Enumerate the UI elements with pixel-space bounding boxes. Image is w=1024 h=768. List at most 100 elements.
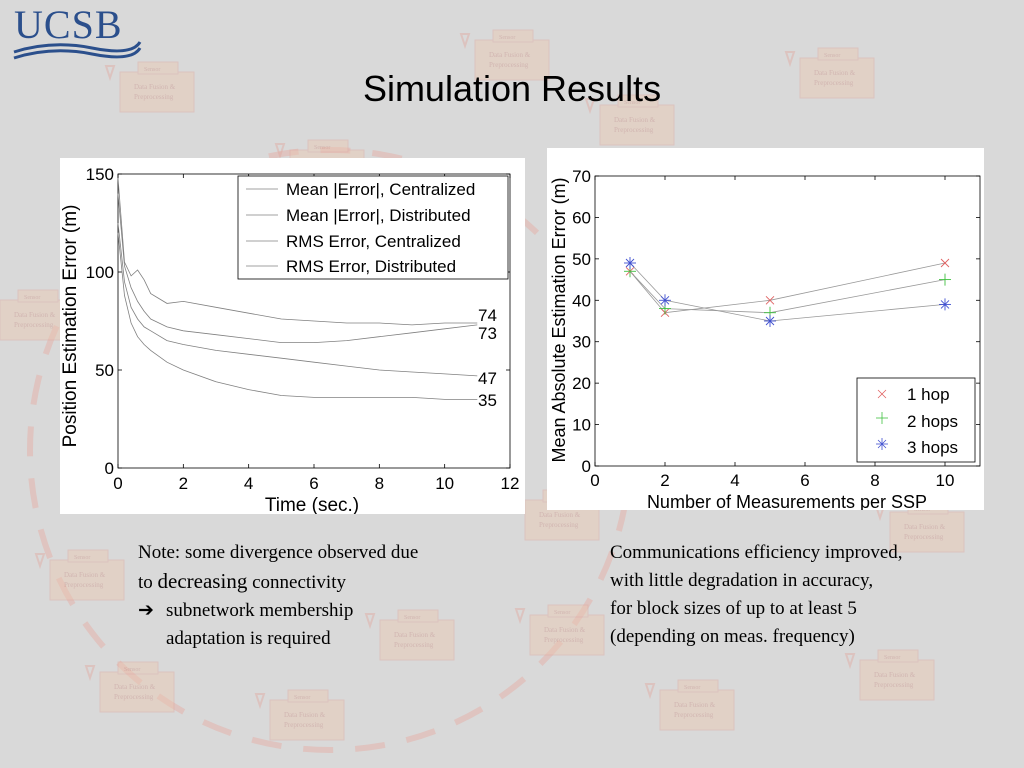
fusion-tag-label: Data Fusion & [904,523,946,531]
note-right-line1: Communications efficiency improved, [610,542,903,563]
legend-marker-3-hops [876,438,888,450]
x-tick-label: 6 [309,474,318,493]
x-tick-label: 4 [244,474,253,493]
x-tick-label: 8 [375,474,384,493]
y-tick-label: 40 [572,291,591,310]
y-tick-label: 70 [572,167,591,186]
legend-label-1-hop: 1 hop [907,385,950,404]
data-point-1-hop [765,295,775,305]
x-tick-label: 0 [590,471,599,490]
fusion-tag-label: Preprocessing [284,721,324,729]
y-tick-label: 10 [572,416,591,435]
sensor-tag-label: Sensor [144,67,160,73]
sensor-tag-icon: Sensor Data Fusion & Preprocessing [644,679,735,731]
note-left: Note: some divergence observed due to de… [138,539,518,653]
fusion-tag-label: Preprocessing [904,533,944,541]
legend-marker-1-hop [877,389,887,399]
fusion-tag-label: Preprocessing [64,581,104,589]
fusion-tag-label: Preprocessing [874,681,914,689]
y-axis-label: Position Estimation Error (m) [60,205,81,448]
sensor-tag-icon: Sensor Data Fusion & Preprocessing [364,609,455,661]
legend-label-mean-distributed: Mean |Error|, Distributed [286,206,471,225]
sensor-tag-icon: Sensor Data Fusion & Preprocessing [874,501,965,553]
fusion-tag-label: Data Fusion & [489,51,531,59]
sensor-tag-label: Sensor [314,145,330,151]
series-line-mean-distributed [117,222,478,377]
note-right: Communications efficiency improved, with… [610,539,1010,651]
sensor-tag-icon: Sensor Data Fusion & Preprocessing [844,649,935,701]
fusion-tag-label: Preprocessing [134,93,174,101]
fusion-tag-label: Data Fusion & [284,711,326,719]
sensor-tag-icon: Sensor Data Fusion & Preprocessing [84,661,175,713]
sensor-tag-icon: Sensor Data Fusion & Preprocessing [34,549,125,601]
fusion-tag-label: Data Fusion & [14,311,56,319]
legend-label-rms-distributed: RMS Error, Distributed [286,257,456,276]
y-axis-label: Mean Absolute Estimation Error (m) [549,177,569,462]
sensor-tag-label: Sensor [74,555,90,561]
series-line-mean-centralized [117,232,478,400]
sensor-tag-label: Sensor [294,695,310,701]
y-tick-label: 150 [86,165,114,184]
fusion-tag-label: Preprocessing [394,641,434,649]
data-point-3-hops [624,257,636,269]
x-tick-label: 8 [870,471,879,490]
legend-label-rms-centralized: RMS Error, Centralized [286,232,461,251]
legend-label-2-hops: 2 hops [907,412,958,431]
y-tick-label: 60 [572,208,591,227]
x-axis-label: Time (sec.) [265,495,359,514]
sensor-tag-label: Sensor [884,655,900,661]
note-left-line3: ➔ subnetwork membership [138,597,518,625]
mean-abs-error-chart: 0 2 4 6 8 10 0 10 20 30 40 50 60 70 1 hop 2 hops 3 ho… [547,148,984,510]
note-right-line2: with little degradation in accuracy, [610,570,874,591]
x-tick-label: 0 [113,474,122,493]
legend-label-3-hops: 3 hops [907,438,958,457]
end-label-74: 74 [478,306,497,325]
position-error-chart: 0 2 4 6 8 10 12 0 50 100 150 Mean |Error|, Central… [60,158,525,514]
logo-text: UCSB [14,2,123,47]
fusion-tag-label: Data Fusion & [539,511,581,519]
arrow-right-icon: ➔ [138,600,154,621]
sensor-tag-icon: Sensor Data Fusion & Preprocessing [584,94,675,146]
fusion-tag-label: Preprocessing [539,521,579,529]
x-tick-label: 4 [730,471,739,490]
emphasis-decreasing: decreasing [157,569,248,593]
data-point-3-hops [939,298,951,311]
legend-marker-2-hops [876,412,888,424]
data-point-1-hop [940,258,950,268]
fusion-tag-label: Data Fusion & [394,631,436,639]
series-line-rms-distributed [117,177,478,326]
ucsb-logo: UCSB [13,2,142,60]
end-label-35: 35 [478,391,497,410]
y-tick-label: 20 [572,374,591,393]
sensor-tag-icon: Sensor Data Fusion & Preprocessing [459,29,550,81]
x-tick-label: 6 [800,471,809,490]
y-tick-label: 0 [582,457,591,476]
data-point-3-hops [659,294,671,307]
sensor-tag-icon: Sensor Data Fusion & Preprocessing [784,47,875,99]
fusion-tag-label: Preprocessing [814,79,854,87]
sensor-tag-label: Sensor [624,100,640,106]
note-left-line4: adaptation is required [166,628,331,649]
fusion-tag-label: Data Fusion & [674,701,716,709]
x-tick-label: 2 [179,474,188,493]
note-right-line3: for block sizes of up to at least 5 [610,598,857,619]
x-tick-label: 10 [435,474,454,493]
x-tick-label: 12 [501,474,520,493]
fusion-tag-label: Preprocessing [674,711,714,719]
fusion-tag-label: Data Fusion & [814,69,856,77]
slide-title: Simulation Results [362,68,662,109]
data-point-2-hops [939,273,951,286]
series-line-rms-centralized [117,193,478,344]
data-point-3-hops [764,315,776,327]
sensor-tag-label: Sensor [124,667,140,673]
x-tick-label: 2 [660,471,669,490]
fusion-tag-label: Preprocessing [614,126,654,134]
note-left-line1: Note: some divergence observed due [138,542,419,563]
sensor-tag-icon: Sensor Data Fusion & Preprocessing [104,61,195,113]
series-line-1-hop [629,262,946,314]
mean-abs-error-chart-svg: 0 2 4 6 8 10 0 10 20 30 40 50 60 70 1 hop 2 hops 3 ho… [549,167,981,510]
sensor-tag-icon: Sensor Data Fusion & Preprocessing [514,604,605,656]
y-tick-label: 0 [105,459,114,478]
series-line-3-hops [629,262,946,322]
